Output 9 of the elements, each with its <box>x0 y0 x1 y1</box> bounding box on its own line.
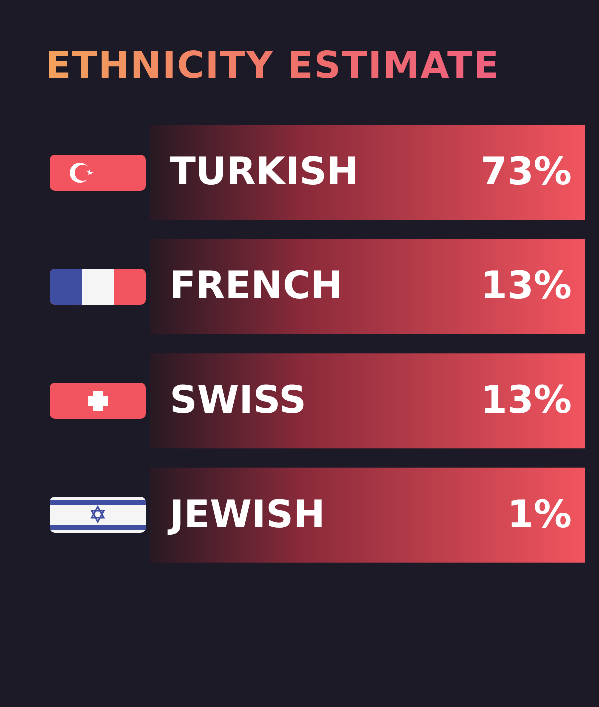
data-label: 1% <box>507 492 572 536</box>
category-label: TURKISH <box>170 149 359 194</box>
data-label: 73% <box>481 149 572 194</box>
category-label: FRENCH <box>170 264 343 308</box>
data-label: 13% <box>481 378 572 422</box>
category-label: JEWISH <box>167 492 326 536</box>
text: ETHNICITY ESTIMATE <box>46 44 500 87</box>
category-label: SWISS <box>170 378 306 422</box>
data-label: 13% <box>481 264 572 308</box>
